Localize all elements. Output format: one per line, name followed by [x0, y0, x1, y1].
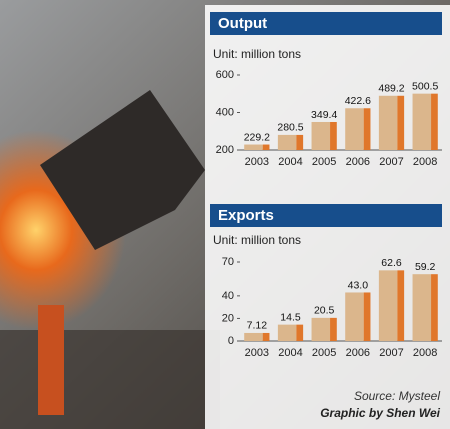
- x-tick-label: 2003: [245, 156, 269, 168]
- credit: Graphic by Shen Wei: [320, 406, 440, 420]
- bar-side: [262, 332, 270, 341]
- y-tick-label: 20: [222, 312, 234, 324]
- chart-subtitle: Unit: million tons: [213, 47, 301, 61]
- bar-front: [244, 144, 263, 150]
- x-tick-label: 2008: [413, 347, 437, 359]
- worker: [38, 305, 64, 415]
- x-tick-label: 2007: [379, 347, 403, 359]
- bar-side: [296, 134, 304, 150]
- x-tick-label: 2005: [312, 156, 336, 168]
- value-label: 7.12: [247, 320, 268, 332]
- chart-header: [210, 12, 442, 35]
- chart-title: Exports: [218, 207, 274, 224]
- bar-side: [397, 95, 405, 150]
- x-tick-label: 2003: [245, 347, 269, 359]
- bar-side: [296, 324, 304, 341]
- ladle: [40, 90, 205, 250]
- value-label: 349.4: [311, 109, 337, 121]
- bar-front: [378, 270, 398, 341]
- y-tick-label: 70: [222, 256, 234, 268]
- x-tick-label: 2007: [379, 156, 403, 168]
- y-tick-label: 0: [228, 335, 234, 347]
- value-label: 20.5: [314, 305, 335, 317]
- bar-front: [244, 332, 263, 341]
- y-tick-label: 40: [222, 290, 234, 302]
- bar-side: [363, 292, 371, 341]
- bar-front: [378, 95, 398, 150]
- x-tick-label: 2004: [278, 347, 302, 359]
- value-label: 43.0: [348, 279, 369, 291]
- chart-subtitle: Unit: million tons: [213, 233, 301, 247]
- x-tick-label: 2008: [413, 156, 437, 168]
- floor: [0, 330, 220, 429]
- value-label: 62.6: [381, 257, 402, 269]
- x-tick-label: 2006: [346, 347, 370, 359]
- chart-header: [210, 204, 442, 227]
- bar-front: [412, 93, 432, 150]
- bar-front: [277, 324, 297, 341]
- x-tick-label: 2005: [312, 347, 336, 359]
- bar-side: [262, 144, 270, 150]
- value-label: 280.5: [277, 122, 303, 134]
- bar-front: [345, 292, 364, 341]
- bar-front: [311, 317, 331, 341]
- x-tick-label: 2006: [346, 156, 370, 168]
- y-tick-label: 400: [216, 106, 234, 118]
- bar-front: [345, 108, 364, 150]
- value-label: 422.6: [345, 95, 371, 107]
- y-tick-label: 600: [216, 69, 234, 81]
- bar-front: [311, 121, 331, 150]
- chart-title: Output: [218, 15, 267, 32]
- source: Source: Mysteel: [354, 389, 440, 403]
- bar-side: [431, 93, 438, 150]
- bar-side: [431, 274, 438, 341]
- y-tick-label: 200: [216, 144, 234, 156]
- bar-front: [412, 274, 432, 341]
- bar-front: [277, 134, 297, 150]
- value-label: 489.2: [378, 83, 404, 95]
- bar-side: [363, 108, 371, 150]
- bar-side: [397, 270, 405, 341]
- x-tick-label: 2004: [278, 156, 302, 168]
- value-label: 229.2: [244, 131, 270, 143]
- value-label: 59.2: [415, 261, 436, 273]
- bar-side: [330, 317, 337, 341]
- value-label: 14.5: [280, 311, 301, 323]
- value-label: 500.5: [412, 80, 438, 92]
- bar-side: [330, 121, 337, 150]
